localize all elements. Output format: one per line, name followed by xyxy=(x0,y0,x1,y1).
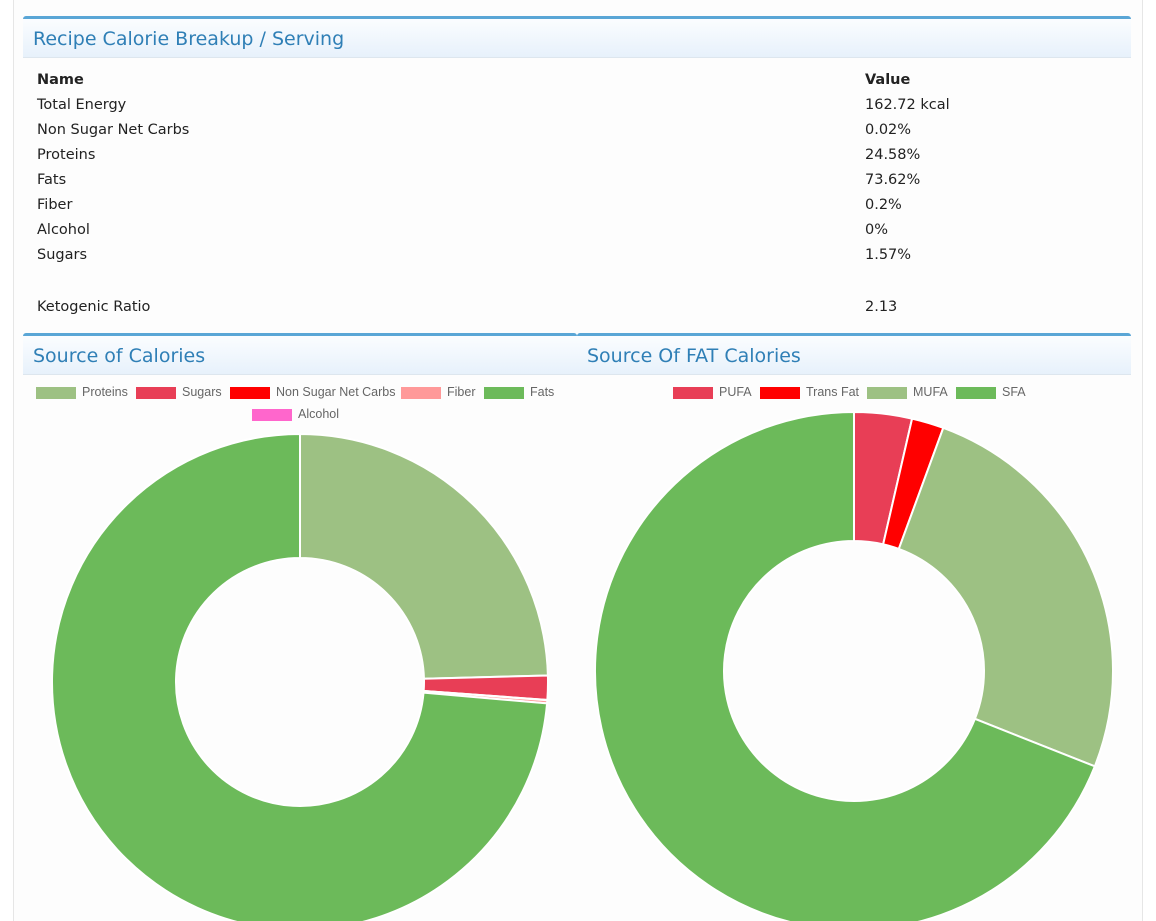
table-row: Proteins 24.58% xyxy=(37,147,1097,169)
row-name: Non Sugar Net Carbs xyxy=(37,122,190,138)
donut-slice-mufa[interactable] xyxy=(897,426,1114,768)
table-row: Fiber 0.2% xyxy=(37,197,1097,219)
donut-slice-sfa[interactable] xyxy=(594,410,1097,921)
row-value: 0.02% xyxy=(865,122,912,138)
legend-swatch xyxy=(484,387,524,399)
row-value: 0% xyxy=(865,222,889,238)
table-row: Total Energy 162.72 kcal xyxy=(37,97,1097,119)
table-header-row: Name Value xyxy=(37,72,1097,94)
fat-panel-header: Source Of FAT Calories xyxy=(577,333,1131,375)
legend-label: Trans Fat xyxy=(806,385,860,399)
fat-panel-title: Source Of FAT Calories xyxy=(587,345,801,367)
row-name: Ketogenic Ratio xyxy=(37,299,151,315)
row-value: 73.62% xyxy=(865,172,921,188)
row-name: Total Energy xyxy=(37,97,127,113)
legend-label: Fiber xyxy=(447,385,476,399)
breakup-panel-header: Recipe Calorie Breakup / Serving xyxy=(23,16,1131,58)
legend-label: Proteins xyxy=(82,385,128,399)
table-row: Fats 73.62% xyxy=(37,172,1097,194)
legend-label: MUFA xyxy=(913,385,948,399)
table-row: Alcohol 0% xyxy=(37,222,1097,244)
column-header-value: Value xyxy=(865,72,911,88)
row-name: Fats xyxy=(37,172,67,188)
breakup-panel-title: Recipe Calorie Breakup / Serving xyxy=(33,28,345,50)
calories-panel-header: Source of Calories xyxy=(23,333,577,375)
row-value: 2.13 xyxy=(865,299,898,315)
legend-swatch xyxy=(760,387,800,399)
row-value: 162.72 kcal xyxy=(865,97,950,113)
row-name: Fiber xyxy=(37,197,73,213)
legend-swatch xyxy=(36,387,76,399)
table-row: Non Sugar Net Carbs 0.02% xyxy=(37,122,1097,144)
donut-slice-proteins[interactable] xyxy=(299,432,549,680)
row-name: Alcohol xyxy=(37,222,90,238)
donut-slice-fats[interactable] xyxy=(51,432,549,921)
legend-label: SFA xyxy=(1002,385,1026,399)
row-name: Sugars xyxy=(37,247,87,263)
row-name: Proteins xyxy=(37,147,96,163)
legend-swatch xyxy=(673,387,713,399)
legend-label: Alcohol xyxy=(298,407,339,421)
row-value: 0.2% xyxy=(865,197,902,213)
table-row: Sugars 1.57% xyxy=(37,247,1097,269)
legend-swatch xyxy=(252,409,292,421)
row-value: 24.58% xyxy=(865,147,921,163)
legend-swatch xyxy=(401,387,441,399)
legend-label: Fats xyxy=(530,385,555,399)
legend-swatch xyxy=(867,387,907,399)
legend-label: Sugars xyxy=(182,385,222,399)
legend-label: Non Sugar Net Carbs xyxy=(276,385,396,399)
legend-label: PUFA xyxy=(719,385,752,399)
row-value: 1.57% xyxy=(865,247,912,263)
legend-swatch xyxy=(230,387,270,399)
legend-swatch xyxy=(956,387,996,399)
column-header-name: Name xyxy=(37,72,84,88)
ketogenic-ratio-row: Ketogenic Ratio 2.13 xyxy=(37,299,1097,321)
calories-panel-title: Source of Calories xyxy=(33,345,206,367)
legend-swatch xyxy=(136,387,176,399)
